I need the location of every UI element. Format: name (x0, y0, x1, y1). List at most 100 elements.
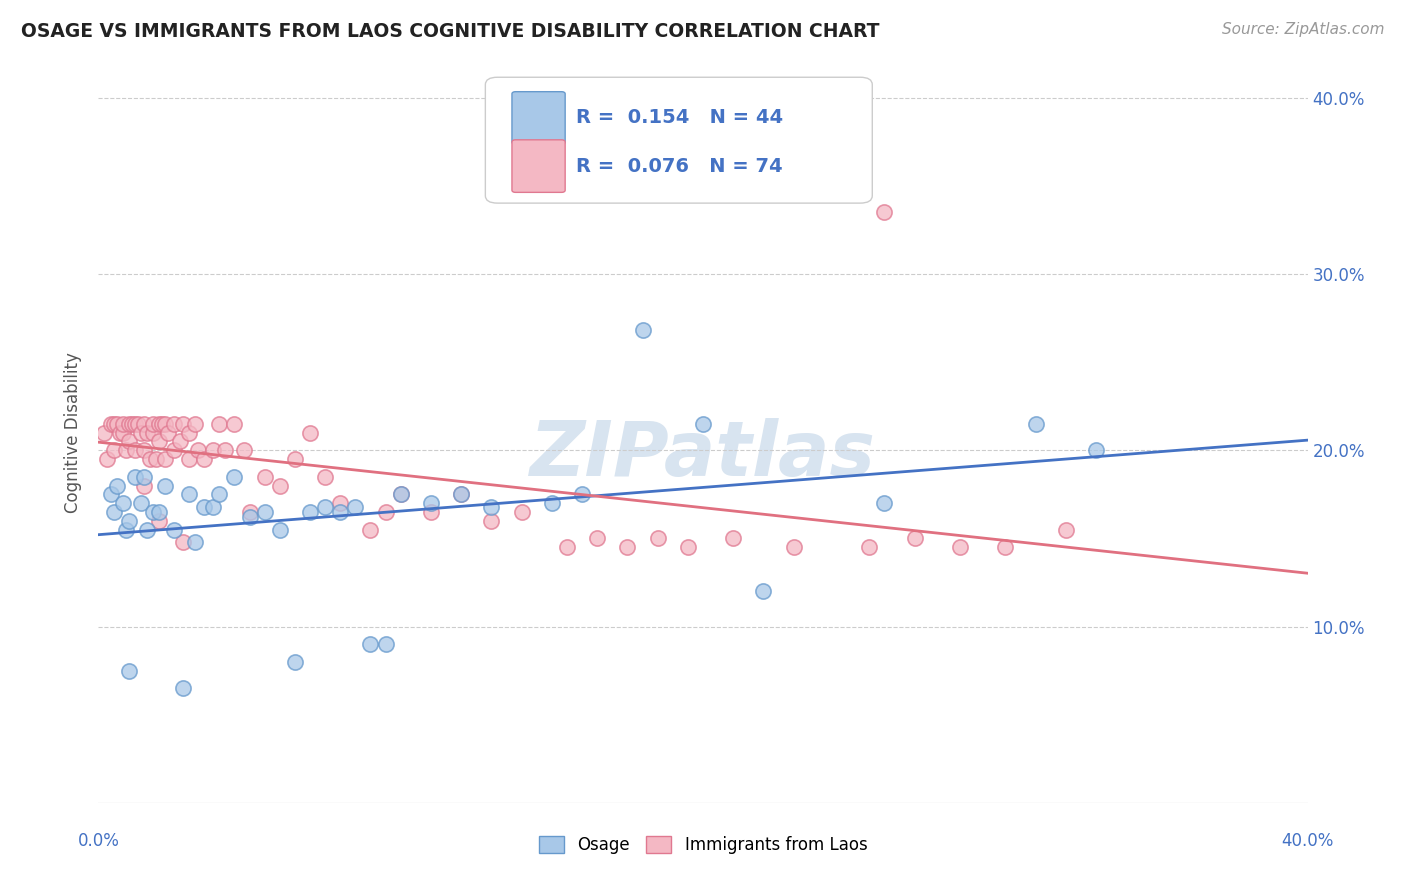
Point (232, 443, 254, 458)
Text: 0.0%: 0.0% (77, 832, 120, 850)
Point (783, 540, 806, 554)
Point (202, 500, 225, 514)
Point (124, 417, 146, 431)
Point (374, 637, 396, 651)
Point (114, 523, 136, 537)
Point (142, 425, 165, 440)
FancyBboxPatch shape (485, 78, 872, 203)
Point (163, 523, 186, 537)
Point (510, 505, 533, 519)
Point (208, 487, 231, 501)
Point (284, 452, 307, 467)
FancyBboxPatch shape (512, 140, 565, 193)
Point (153, 478, 176, 492)
Point (692, 417, 714, 431)
Point (239, 510, 262, 524)
Point (148, 505, 170, 519)
Point (105, 417, 128, 431)
Point (631, 323, 654, 337)
Point (135, 425, 157, 440)
Point (111, 425, 134, 440)
Point (100, 417, 122, 431)
Point (93, 425, 115, 440)
Point (132, 417, 155, 431)
Point (142, 505, 165, 519)
Point (994, 540, 1017, 554)
Point (214, 443, 236, 458)
Point (873, 496, 896, 510)
Point (450, 487, 472, 501)
Point (172, 681, 194, 696)
Point (873, 205, 896, 219)
Point (153, 417, 176, 431)
Point (135, 523, 157, 537)
Point (224, 469, 246, 483)
Point (239, 505, 262, 519)
Point (253, 469, 276, 483)
Text: 40.0%: 40.0% (1281, 832, 1334, 850)
Point (114, 443, 136, 458)
Point (389, 487, 412, 501)
Point (108, 425, 131, 440)
Point (163, 443, 186, 458)
Point (103, 417, 125, 431)
Point (481, 514, 503, 528)
Point (132, 469, 155, 483)
FancyBboxPatch shape (512, 92, 565, 145)
Point (314, 500, 336, 514)
Point (555, 540, 578, 554)
Point (148, 417, 170, 431)
Point (314, 469, 336, 483)
Point (540, 496, 562, 510)
Point (169, 434, 191, 449)
Point (129, 496, 152, 510)
Point (949, 540, 972, 554)
Point (172, 535, 194, 549)
Point (96, 452, 118, 467)
Point (450, 487, 472, 501)
Point (193, 500, 215, 514)
Point (148, 514, 170, 528)
Legend: Osage, Immigrants from Laos: Osage, Immigrants from Laos (531, 830, 875, 861)
Point (299, 505, 322, 519)
Point (142, 417, 165, 431)
Point (129, 425, 152, 440)
Point (420, 505, 443, 519)
Point (904, 532, 927, 546)
Point (145, 452, 167, 467)
Point (647, 532, 669, 546)
Y-axis label: Cognitive Disability: Cognitive Disability (65, 352, 83, 513)
Point (121, 417, 143, 431)
Point (269, 478, 291, 492)
Point (148, 434, 170, 449)
Point (179, 452, 201, 467)
Point (752, 584, 775, 599)
Point (150, 417, 173, 431)
Point (184, 417, 207, 431)
Point (179, 425, 201, 440)
Point (224, 417, 246, 431)
Point (202, 443, 225, 458)
Point (124, 469, 146, 483)
Point (118, 664, 141, 678)
Point (420, 496, 443, 510)
Point (153, 452, 176, 467)
Point (179, 487, 201, 501)
Point (269, 523, 291, 537)
Point (156, 425, 179, 440)
Point (132, 443, 155, 458)
Point (284, 655, 307, 669)
Point (299, 425, 322, 440)
Point (1054, 523, 1077, 537)
Point (360, 637, 382, 651)
Point (329, 505, 352, 519)
Text: ZIPatlas: ZIPatlas (530, 417, 876, 491)
Point (184, 535, 207, 549)
Point (676, 540, 699, 554)
Point (124, 443, 146, 458)
Point (100, 487, 122, 501)
Point (139, 452, 162, 467)
Point (103, 505, 125, 519)
Point (374, 505, 396, 519)
Point (111, 496, 134, 510)
